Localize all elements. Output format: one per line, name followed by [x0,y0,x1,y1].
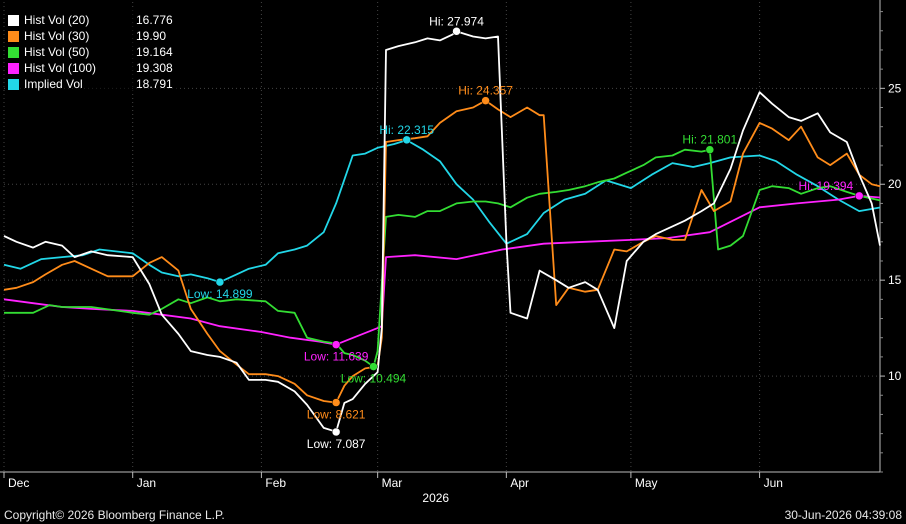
legend-last-value: 19.90 [136,29,167,43]
annotation-label: Hi: 19.394 [799,179,854,193]
copyright-text: Copyright© 2026 Bloomberg Finance L.P. [4,508,225,522]
x-tick-label: Mar [382,476,403,490]
legend-item: Hist Vol (50) 19.164 [8,44,173,60]
series-line-hist-vol-20 [3,30,881,433]
annotation-label: Low: 14.899 [187,287,253,301]
series-lines [3,30,881,433]
legend-item: Hist Vol (20) 16.776 [8,12,173,28]
series-line-hist-vol-30 [3,99,881,404]
x-axis: Dec Jan Feb Mar Apr May Jun 2026 [0,471,880,505]
annotation-label: Low: 11.639 [304,350,369,364]
annotation-marker [369,362,378,371]
annotation-label: Low: 8.621 [307,408,366,422]
legend-last-value: 18.791 [136,77,173,91]
legend-swatch [8,78,19,90]
series-line-implied-vol [3,139,881,283]
annotation-marker [215,277,225,287]
annotation-marker [854,191,864,201]
legend-swatch [8,14,19,26]
y-tick-label: 25 [888,81,902,95]
legend-swatch [8,62,19,74]
series-line-hist-vol-50 [4,148,881,368]
legend-series-name: Hist Vol (100) [24,61,97,75]
annotation-marker [331,427,341,437]
annotation-marker [402,135,411,145]
y-tick-label: 20 [888,177,902,191]
legend: Hist Vol (20) 16.776 Hist Vol (30) 19.90 His… [6,10,177,94]
annotation-label: Hi: 21.801 [682,133,737,147]
legend-series-name: Hist Vol (20) [24,13,90,27]
legend-series-name: Implied Vol [24,77,83,91]
legend-last-value: 19.308 [136,61,173,75]
annotation-label: Hi: 24.357 [458,84,513,98]
x-tick-label: Jan [137,476,156,490]
x-tick-label: Dec [8,476,29,490]
y-axis: 10 15 20 25 [879,0,902,473]
hi-low-annotations: Hi: 27.974 Hi: 24.357 Hi: 22.315 Hi: 21.801… [187,14,864,451]
footer: Copyright© 2026 Bloomberg Finance L.P. 3… [0,507,906,524]
annotation-label: Hi: 22.315 [379,123,434,137]
legend-series-name: Hist Vol (50) [24,45,90,59]
annotation-marker [452,27,461,36]
annotation-label: Low: 7.087 [307,437,366,451]
annotation-label: Hi: 27.974 [429,14,484,28]
legend-item: Implied Vol 18.791 [8,76,173,92]
legend-series-name: Hist Vol (30) [24,29,90,43]
annotation-label: Low: 10.494 [341,372,407,386]
annotation-marker [331,340,341,349]
x-tick-label: May [635,476,658,490]
x-year-label: 2026 [422,491,449,505]
legend-last-value: 19.164 [136,45,173,59]
annotation-marker [331,398,341,407]
legend-item: Hist Vol (100) 19.308 [8,60,173,76]
timestamp-text: 30-Jun-2026 04:39:08 [784,508,902,522]
legend-swatch [8,30,19,42]
annotation-marker [705,145,715,154]
y-tick-label: 10 [888,369,902,383]
legend-swatch [8,46,19,58]
x-tick-label: Feb [265,476,286,490]
x-tick-label: Jun [764,476,783,490]
x-tick-label: Apr [510,476,529,490]
legend-last-value: 16.776 [136,13,173,27]
annotation-marker [481,96,490,105]
y-tick-label: 15 [888,273,902,287]
legend-item: Hist Vol (30) 19.90 [8,28,173,44]
